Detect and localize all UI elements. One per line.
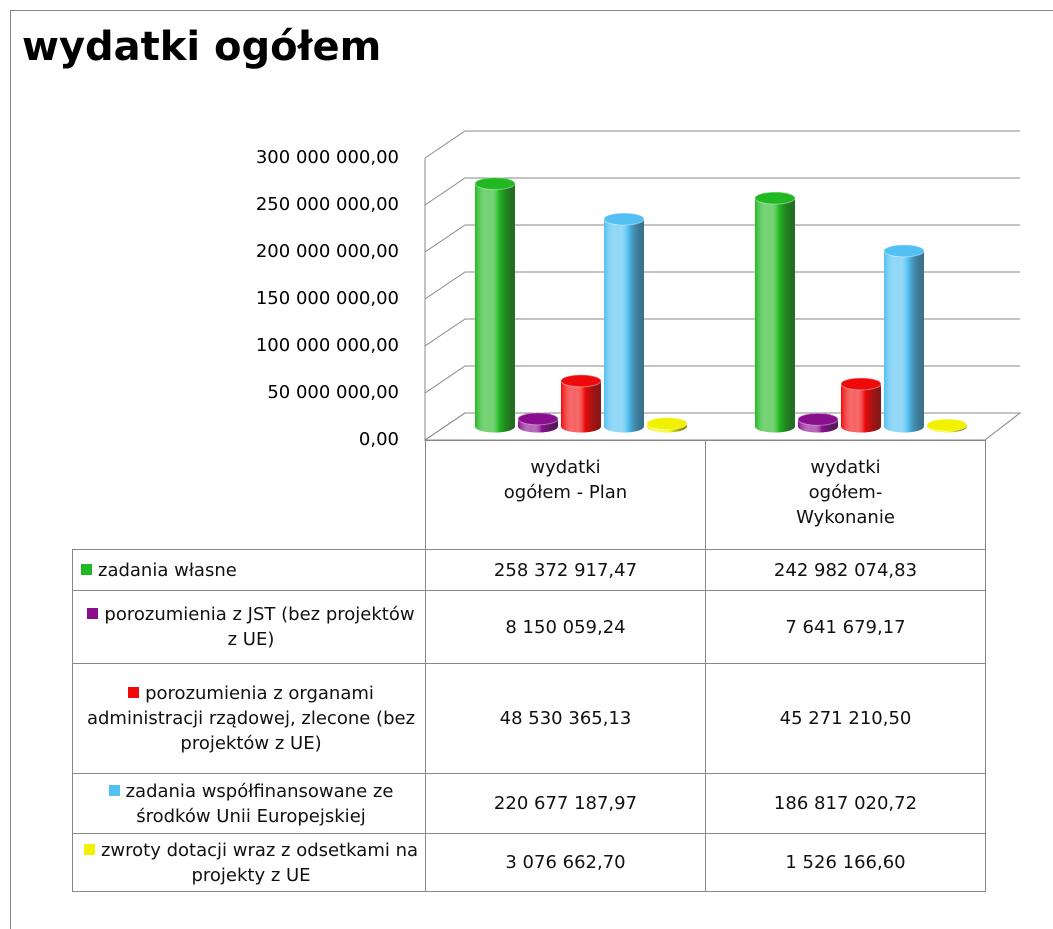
cylinder-top [883, 244, 925, 258]
legend-cell: porozumienia z JST (bez projektów z UE) [72, 590, 426, 664]
cylinder [646, 417, 688, 433]
legend-swatch [128, 687, 140, 698]
grid-line [424, 224, 1020, 253]
legend-cell: zadania własne [72, 549, 426, 591]
category-header: wydatki ogółem- Wykonanie [705, 440, 986, 550]
legend-label: zadania współfinansowane ze środków Unii… [125, 780, 394, 827]
value-cell: 1 526 166,60 [705, 833, 986, 892]
legend-label: zwroty dotacji wraz z odsetkami na proje… [100, 839, 419, 886]
grid-line [424, 177, 1020, 206]
cylinder-shade [841, 377, 881, 433]
frame [10, 10, 1053, 929]
legend-cell: zadania współfinansowane ze środków Unii… [72, 773, 426, 834]
cylinder-shade [561, 374, 601, 433]
cylinder-shade [604, 213, 644, 433]
legend-cell: zwroty dotacji wraz z odsetkami na proje… [72, 833, 426, 892]
cylinder-top [646, 417, 688, 431]
legend-swatch [108, 784, 120, 796]
cylinder-top [926, 418, 968, 432]
y-tick-label: 100 000 000,00 [256, 335, 399, 356]
cylinder-shade [755, 192, 795, 433]
chart-title: wydatki ogółem [22, 24, 382, 70]
category-header: wydatki ogółem - Plan [425, 440, 706, 550]
cylinder [797, 412, 839, 433]
cylinder [603, 212, 645, 433]
legend-label: porozumienia z JST (bez projektów z UE) [104, 604, 415, 650]
cylinder-top [797, 412, 839, 426]
cylinder [926, 418, 968, 433]
y-tick-label: 250 000 000,00 [256, 194, 399, 215]
cylinder [754, 191, 796, 433]
y-tick-label: 150 000 000,00 [256, 288, 399, 309]
grid-line [424, 130, 1020, 159]
legend-swatch [81, 563, 92, 575]
y-tick-label: 200 000 000,00 [256, 241, 399, 262]
legend-swatch [87, 608, 99, 619]
value-cell: 8 150 059,24 [425, 590, 706, 664]
grid-line [424, 271, 1020, 300]
cylinder [883, 244, 925, 433]
grid-line [424, 412, 1020, 441]
y-tick-label: 0,00 [359, 429, 399, 450]
cylinder-top [560, 374, 602, 388]
cylinder [517, 412, 559, 433]
value-cell: 186 817 020,72 [705, 773, 986, 834]
cylinder-top [517, 412, 559, 426]
cylinder [474, 177, 516, 433]
value-cell: 3 076 662,70 [425, 833, 706, 892]
grid-line [424, 365, 1020, 394]
value-cell: 220 677 187,97 [425, 773, 706, 834]
legend-swatch [83, 843, 95, 855]
grid-line [424, 318, 1020, 347]
y-tick-label: 50 000 000,00 [267, 382, 399, 403]
cylinder-shade [475, 177, 515, 433]
value-cell: 45 271 210,50 [705, 663, 986, 774]
value-cell: 242 982 074,83 [705, 549, 986, 591]
cylinder-shade [884, 244, 924, 433]
value-cell: 7 641 679,17 [705, 590, 986, 664]
cylinder [840, 377, 882, 433]
cylinder [560, 374, 602, 433]
legend-label: porozumienia z organami administracji rz… [86, 683, 416, 754]
cylinder-top [603, 212, 645, 226]
legend-label: zadania własne [98, 559, 237, 581]
cylinder-top [754, 191, 796, 205]
cylinder-top [840, 377, 882, 391]
value-cell: 48 530 365,13 [425, 663, 706, 774]
value-cell: 258 372 917,47 [425, 549, 706, 591]
cylinder-top [474, 177, 516, 191]
legend-cell: porozumienia z organami administracji rz… [72, 663, 426, 774]
y-tick-label: 300 000 000,00 [256, 147, 399, 168]
